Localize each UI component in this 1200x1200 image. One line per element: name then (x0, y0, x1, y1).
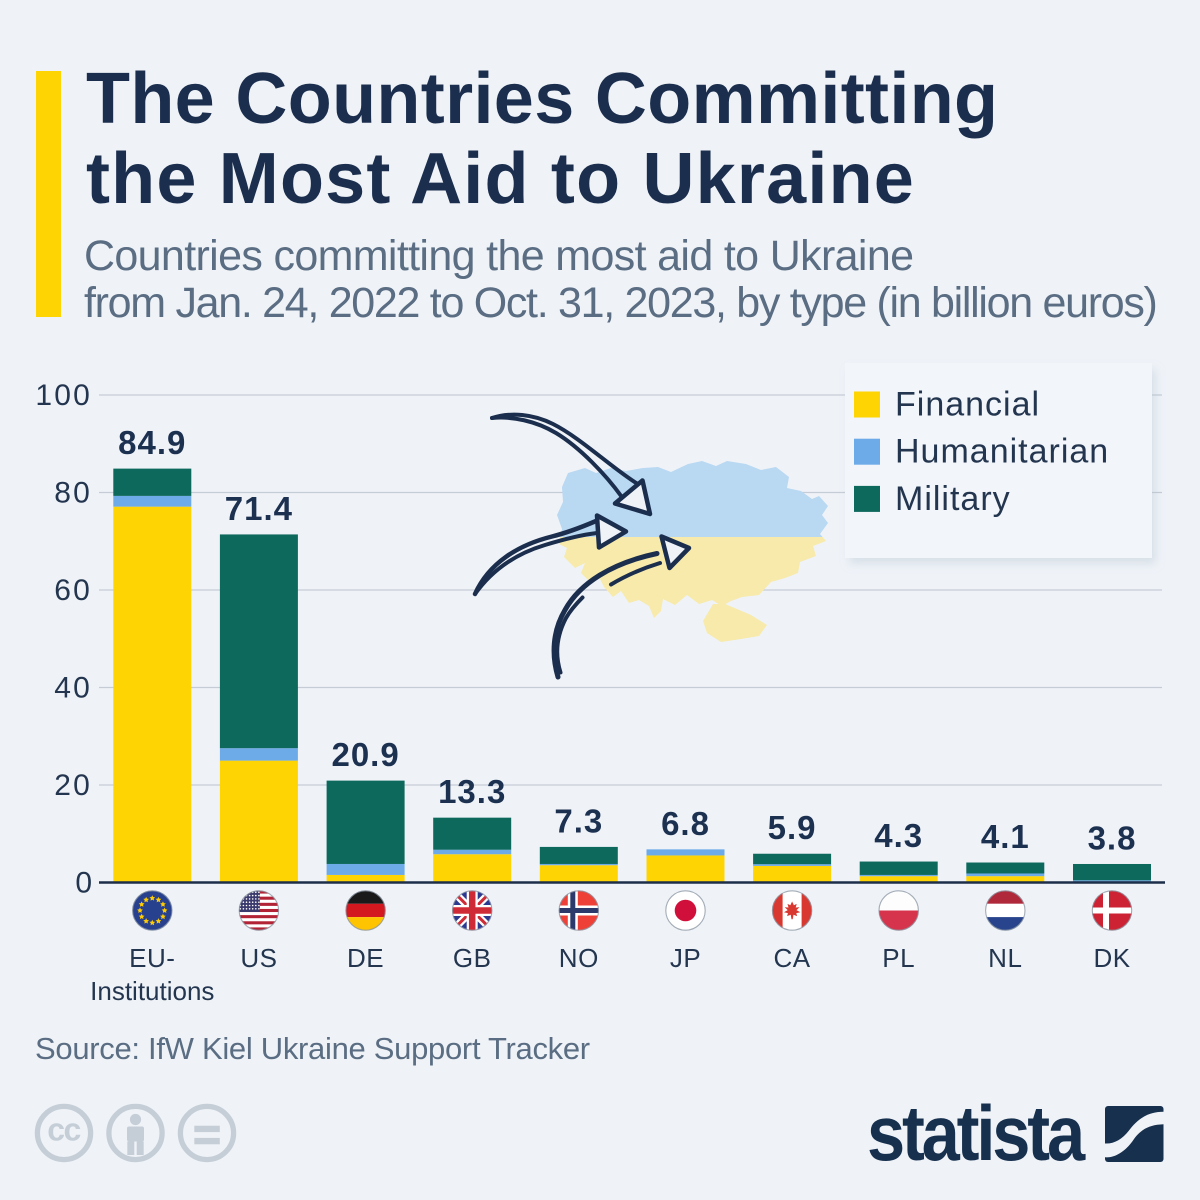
svg-text:40: 40 (54, 672, 92, 705)
svg-text:from Jan. 24, 2022 to Oct. 31,: from Jan. 24, 2022 to Oct. 31, 2023, by … (84, 279, 1157, 327)
svg-text:NL: NL (988, 943, 1022, 973)
svg-text:84.9: 84.9 (118, 424, 186, 461)
svg-text:CA: CA (774, 943, 811, 973)
svg-text:60: 60 (54, 574, 92, 607)
svg-text:71.4: 71.4 (225, 490, 293, 527)
svg-text:6.8: 6.8 (661, 805, 710, 842)
svg-text:20.9: 20.9 (331, 736, 399, 773)
svg-text:NO: NO (559, 943, 599, 973)
svg-text:DE: DE (347, 943, 384, 973)
svg-text:statista: statista (867, 1089, 1086, 1177)
svg-text:13.3: 13.3 (438, 773, 506, 810)
svg-text:GB: GB (453, 943, 492, 973)
svg-text:20: 20 (54, 769, 92, 802)
svg-text:7.3: 7.3 (554, 802, 603, 839)
svg-text:Institutions: Institutions (90, 976, 214, 1006)
svg-text:0: 0 (75, 867, 92, 900)
svg-text:4.1: 4.1 (981, 818, 1030, 855)
svg-text:EU-: EU- (129, 943, 175, 973)
svg-text:DK: DK (1093, 943, 1130, 973)
svg-text:4.3: 4.3 (874, 817, 923, 854)
svg-text:5.9: 5.9 (768, 809, 817, 846)
svg-text:US: US (240, 943, 277, 973)
svg-text:cc: cc (47, 1112, 80, 1148)
svg-text:Financial: Financial (895, 386, 1040, 424)
svg-text:the Most Aid to Ukraine: the Most Aid to Ukraine (86, 139, 915, 219)
svg-text:Humanitarian: Humanitarian (895, 433, 1109, 471)
svg-text:JP: JP (670, 943, 701, 973)
svg-text:100: 100 (35, 379, 92, 412)
svg-text:Military: Military (895, 480, 1011, 518)
svg-text:PL: PL (882, 943, 915, 973)
svg-text:Countries committing the most: Countries committing the most aid to Ukr… (84, 232, 913, 280)
svg-text:80: 80 (54, 477, 92, 510)
svg-text:The Countries Committing: The Countries Committing (86, 59, 998, 139)
svg-text:3.8: 3.8 (1088, 820, 1137, 857)
svg-text:Source: IfW Kiel Ukraine Suppo: Source: IfW Kiel Ukraine Support Tracker (35, 1031, 590, 1066)
